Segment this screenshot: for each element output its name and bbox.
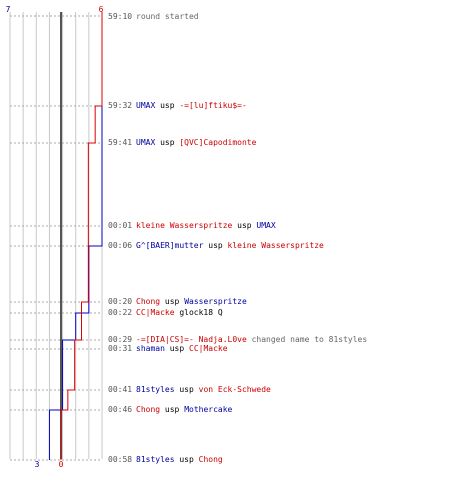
event-text-part: usp [175,385,199,394]
event-text-part: Chong [136,405,160,414]
event-text: UMAX usp -=[lu]ftiku$=- [136,101,247,110]
event-text: kleine Wasserspritze usp UMAX [136,221,276,230]
event-text-part: -=[lu]ftiku$=- [179,101,246,110]
event-time: 00:41 [108,385,132,394]
event-text-part: 81styles [136,385,175,394]
red-team-series-line [60,12,103,460]
event-text-part: Chong [136,297,160,306]
event-text-part: usp [160,297,184,306]
event-time: 00:06 [108,241,132,250]
event-text-part: usp [175,455,199,464]
event-text: 81styles usp von Eck-Schwede [136,385,271,394]
top-right-count-label: 6 [99,5,104,14]
bottom-blue-count-label: 3 [35,460,40,469]
event-text-part: kleine Wasserspritze [228,241,325,250]
event-text-part: shaman [136,344,165,353]
event-time: 00:01 [108,221,132,230]
event-text: shaman usp CC|Macke [136,344,228,353]
event-text: Chong usp Mothercake [136,405,233,414]
event-text-part: Mothercake [184,405,232,414]
event-text-part: usp [165,344,189,353]
event-text: round started [136,12,199,21]
event-time: 59:32 [108,101,132,110]
event-text-part: changed name to 81styles [247,335,368,344]
event-text-part: round started [136,12,199,21]
event-text: 81styles usp Chong [136,455,223,464]
event-text: G^[BAER]mutter usp kleine Wasserspritze [136,241,324,250]
blue-team-series-line [48,12,103,460]
event-text: Chong usp Wasserspritze [136,297,247,306]
event-time: 00:58 [108,455,132,464]
event-time: 00:20 [108,297,132,306]
top-left-count-label: 7 [6,5,11,14]
event-time: 00:46 [108,405,132,414]
event-text: UMAX usp [QVC]Capodimonte [136,138,257,147]
event-text-part: G^[BAER]mutter [136,241,204,250]
event-time: 59:10 [108,12,132,21]
event-time: 00:22 [108,308,132,317]
bottom-red-count-label: 0 [59,460,64,469]
event-text-part: 81styles [136,455,175,464]
event-text-part: usp [160,405,184,414]
event-text: -=[DIA|CS]=- Nadja.L0ve changed name to … [136,335,367,344]
event-text-part: UMAX [136,138,155,147]
event-text-part: usp [232,221,256,230]
event-text-part: Wasserspritze [184,297,247,306]
event-text-part: CC|Macke [136,308,175,317]
event-text-part: Chong [199,455,223,464]
event-time: 00:31 [108,344,132,353]
event-text-part: usp [203,241,227,250]
event-text-part: von Eck-Schwede [199,385,271,394]
event-text: CC|Macke glock18 Q [136,308,223,317]
event-text-part: UMAX [256,221,275,230]
event-text-part: CC|Macke [189,344,228,353]
event-text-part: UMAX [136,101,155,110]
event-text-part: kleine Wasserspritze [136,221,233,230]
event-time: 00:29 [108,335,132,344]
event-text-part: [QVC]Capodimonte [179,138,256,147]
event-text-part: glock18 Q [175,308,223,317]
event-text-part: -=[DIA|CS]=- Nadja.L0ve [136,335,247,344]
event-text-part: usp [155,101,179,110]
event-text-part: usp [155,138,179,147]
event-time: 59:41 [108,138,132,147]
